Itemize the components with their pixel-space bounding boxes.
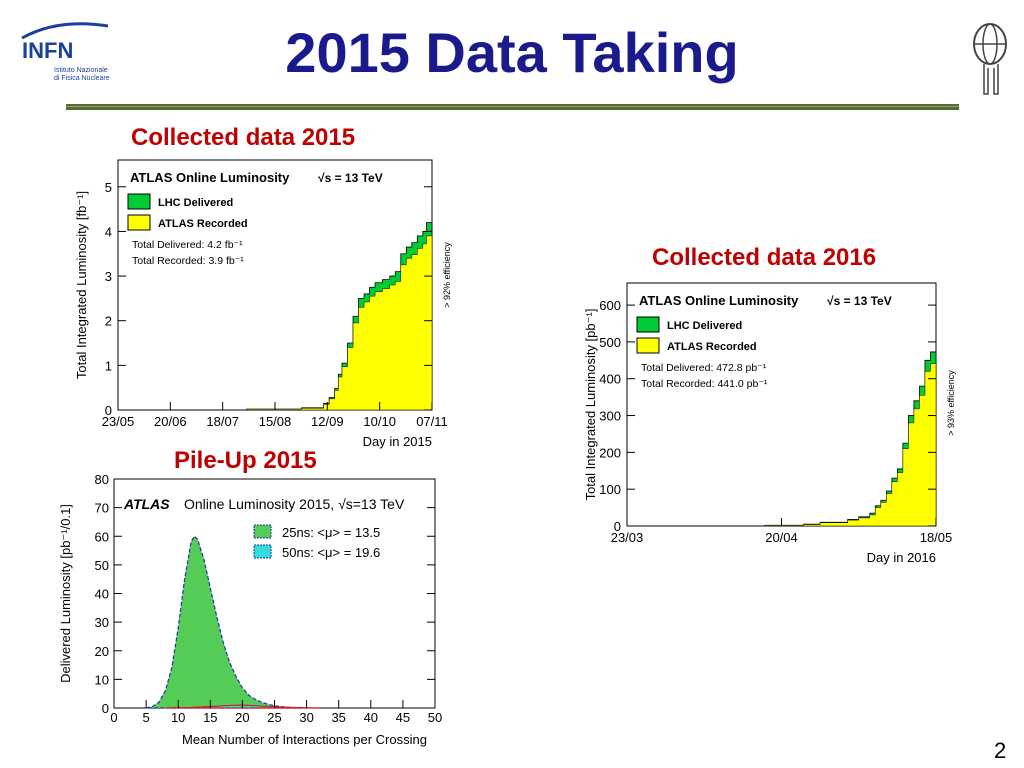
legend-label: 50ns: <μ> = 19.6 <box>282 545 380 560</box>
legend-swatch <box>636 316 660 333</box>
caption-pileup-2015: Pile-Up 2015 <box>174 447 317 474</box>
y-tick-label: 1 <box>105 358 112 373</box>
y-tick-label: 600 <box>599 298 621 313</box>
legend-swatch <box>127 214 151 231</box>
plot-frame <box>113 478 436 709</box>
y-tick-label: 3 <box>105 269 112 284</box>
legend-label: LHC Delivered <box>667 320 742 332</box>
page-number: 2 <box>994 738 1007 763</box>
y-tick-label: 400 <box>599 372 621 387</box>
series-atlas-recorded-area <box>627 363 937 527</box>
chart-energy: √s = 13 TeV <box>318 171 383 185</box>
plot-frame <box>626 282 937 527</box>
x-tick-label: 20/04 <box>765 530 798 545</box>
x-tick-label: 10/10 <box>363 414 396 429</box>
total-text: Total Recorded: 3.9 fb⁻¹ <box>132 255 244 267</box>
x-tick-label: 23/03 <box>611 530 644 545</box>
legend-swatch <box>636 337 660 354</box>
x-tick-label: 20/06 <box>154 414 187 429</box>
x-tick-label: 10 <box>171 710 185 725</box>
total-text: Total Delivered: 472.8 pb⁻¹ <box>641 362 767 374</box>
infn-logo: INFN Istituto Nazionale di Fisica Nuclea… <box>18 20 128 90</box>
chart-title: ATLAS Online Luminosity <box>130 170 290 185</box>
page-title: 2015 Data Taking <box>285 21 739 84</box>
x-tick-label: 45 <box>396 710 410 725</box>
y-tick-label: 4 <box>105 224 112 239</box>
caption-collected-2015: Collected data 2015 <box>131 124 356 151</box>
y-tick-label: 40 <box>95 587 109 602</box>
x-tick-label: 40 <box>364 710 378 725</box>
x-tick-label: 25 <box>267 710 281 725</box>
chart-title: ATLAS Online Luminosity <box>639 293 799 308</box>
y-tick-label: 20 <box>95 644 109 659</box>
y-tick-label: 100 <box>599 482 621 497</box>
x-tick-label: 0 <box>110 710 117 725</box>
y-tick-label: 60 <box>95 529 109 544</box>
y-tick-label: 200 <box>599 445 621 460</box>
x-tick-label: 20 <box>235 710 249 725</box>
caption-collected-2016: Collected data 2016 <box>652 244 877 271</box>
atlas-logo-icon <box>968 14 1012 100</box>
y-tick-label: 10 <box>95 672 109 687</box>
y-tick-label: 30 <box>95 615 109 630</box>
x-tick-label: 30 <box>299 710 313 725</box>
chart-title: ATLAS <box>123 496 170 512</box>
legend-label: LHC Delivered <box>158 197 233 209</box>
x-axis-label: Day in 2015 <box>363 434 432 449</box>
efficiency-label: > 93% efficiency <box>946 370 956 436</box>
x-tick-label: 18/05 <box>920 530 953 545</box>
y-tick-label: 0 <box>102 701 109 716</box>
y-tick-label: 50 <box>95 558 109 573</box>
x-tick-label: 12/09 <box>311 414 344 429</box>
legend-swatch <box>127 193 151 210</box>
x-tick-label: 23/05 <box>102 414 135 429</box>
x-tick-label: 50 <box>428 710 442 725</box>
y-axis-label: Total Integrated Luminosity [pb⁻¹] <box>583 309 598 501</box>
legend-swatch <box>253 524 272 539</box>
y-tick-label: 2 <box>105 314 112 329</box>
efficiency-label: > 92% efficiency <box>442 242 452 308</box>
chart-subtitle: Online Luminosity 2015, √s=13 TeV <box>184 496 405 512</box>
legend-label: 25ns: <μ> = 13.5 <box>282 525 380 540</box>
infn-logo-subtitle-1: Istituto Nazionale <box>54 67 108 74</box>
x-tick-label: 35 <box>331 710 345 725</box>
total-text: Total Recorded: 441.0 pb⁻¹ <box>641 378 768 390</box>
x-tick-label: 5 <box>142 710 149 725</box>
series-25ns-area <box>145 535 307 709</box>
x-axis-label: Day in 2016 <box>867 550 936 565</box>
x-tick-label: 15 <box>203 710 217 725</box>
y-axis-label: Total Integrated Luminosity [fb⁻¹] <box>74 191 89 379</box>
x-tick-label: 15/08 <box>259 414 292 429</box>
y-tick-label: 300 <box>599 409 621 424</box>
infn-logo-text: INFN <box>22 38 73 63</box>
y-tick-label: 0 <box>614 519 621 534</box>
chart-energy: √s = 13 TeV <box>827 294 892 308</box>
y-tick-label: 500 <box>599 335 621 350</box>
series-atlas-recorded-area <box>118 235 433 411</box>
total-text: Total Delivered: 4.2 fb⁻¹ <box>132 239 243 251</box>
x-tick-label: 07/11 <box>416 414 448 429</box>
legend-label: ATLAS Recorded <box>667 341 757 353</box>
legend-swatch <box>253 544 272 559</box>
legend-label: ATLAS Recorded <box>158 218 248 230</box>
x-tick-label: 18/07 <box>206 414 239 429</box>
y-axis-label: Delivered Luminosity [pb⁻¹/0.1] <box>58 504 73 683</box>
header-divider <box>66 104 959 110</box>
infn-logo-subtitle-2: di Fisica Nucleare <box>54 75 110 82</box>
x-axis-label: Mean Number of Interactions per Crossing <box>182 732 427 747</box>
y-tick-label: 70 <box>95 501 109 516</box>
y-tick-label: 0 <box>105 403 112 418</box>
y-tick-label: 5 <box>105 180 112 195</box>
y-tick-label: 80 <box>95 472 109 487</box>
